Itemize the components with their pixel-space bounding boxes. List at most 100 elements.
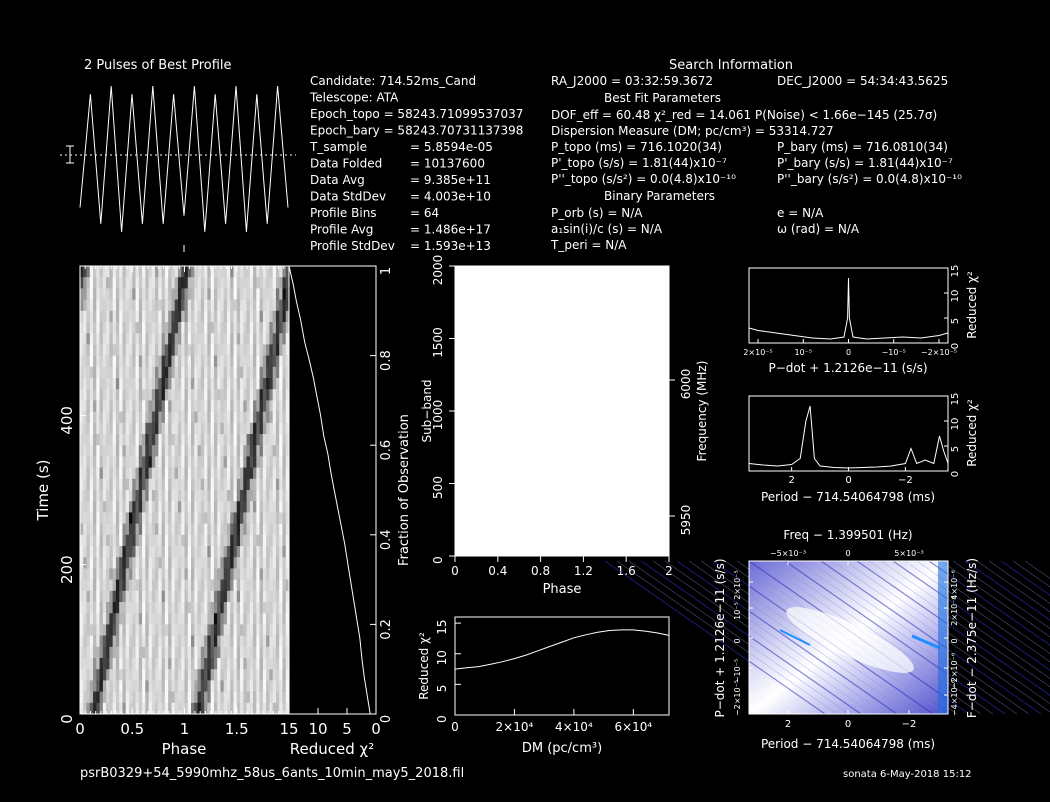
time-phase-cell bbox=[168, 456, 172, 468]
time-phase-cell bbox=[86, 568, 91, 580]
time-phase-cell bbox=[243, 389, 247, 401]
a1-value: a₁sin(i)/c (s) = N/A bbox=[551, 222, 663, 236]
time-phase-cell bbox=[275, 490, 280, 502]
time-phase-cell bbox=[125, 310, 130, 323]
info-label: Profile Avg bbox=[310, 223, 373, 237]
time-phase-cell bbox=[253, 557, 257, 569]
time-phase-cell bbox=[106, 400, 110, 412]
time-phase-cell bbox=[210, 658, 215, 670]
time-phase-cell bbox=[181, 579, 185, 592]
time-phase-cell bbox=[177, 646, 182, 659]
time-phase-cell bbox=[204, 366, 208, 379]
time-phase-cell bbox=[161, 445, 166, 457]
time-phase-cell bbox=[262, 613, 267, 625]
time-phase-cell bbox=[197, 624, 202, 636]
ppdot-contour-line bbox=[772, 560, 994, 715]
time-phase-cell bbox=[171, 635, 176, 648]
time-phase-cell bbox=[213, 277, 218, 289]
time-phase-cell bbox=[171, 378, 176, 390]
info-value: = 1.593e+13 bbox=[410, 239, 491, 253]
time-phase-cell bbox=[223, 467, 228, 480]
time-phase-cell bbox=[269, 355, 273, 368]
time-phase-cell bbox=[161, 702, 166, 715]
time-phase-cell bbox=[96, 490, 100, 502]
time-phase-cell bbox=[204, 680, 208, 692]
time-phase-cell bbox=[259, 288, 264, 300]
time-phase-cell bbox=[282, 501, 287, 513]
time-phase-cell bbox=[128, 355, 133, 368]
time-phase-cell bbox=[279, 333, 283, 345]
time-phase-cell bbox=[83, 669, 87, 681]
time-phase-cell bbox=[226, 534, 231, 547]
time-phase-cell bbox=[177, 355, 182, 368]
ppdot-streak bbox=[911, 634, 941, 650]
time-phase-cell bbox=[236, 624, 241, 636]
time-phase-cell bbox=[256, 310, 260, 323]
time-phase-cell bbox=[282, 546, 287, 558]
time-phase-cell bbox=[253, 266, 257, 278]
time-phase-cell bbox=[262, 434, 267, 446]
time-phase-cell bbox=[187, 624, 192, 636]
time-phase-cell bbox=[89, 299, 94, 312]
time-phase-cell bbox=[83, 478, 87, 491]
time-phase-cell bbox=[226, 646, 231, 659]
time-phase-cell bbox=[256, 288, 260, 300]
time-phase-cell bbox=[86, 613, 91, 625]
time-phase-cell bbox=[155, 523, 159, 536]
time-phase-cell bbox=[135, 691, 140, 704]
time-phase-cell bbox=[210, 478, 215, 491]
time-phase-cell bbox=[148, 400, 153, 412]
time-phase-cell bbox=[151, 478, 156, 491]
time-phase-cell bbox=[220, 490, 224, 502]
time-phase-cell bbox=[285, 277, 290, 289]
time-phase-cell bbox=[80, 299, 84, 312]
time-phase-cell bbox=[83, 366, 87, 379]
time-phase-cell bbox=[200, 546, 205, 558]
time-phase-cell bbox=[138, 378, 143, 390]
time-phase-cell bbox=[181, 568, 185, 580]
time-phase-cell bbox=[197, 277, 202, 289]
time-phase-cell bbox=[135, 266, 140, 278]
time-phase-cell bbox=[272, 624, 277, 636]
time-phase-cell bbox=[181, 523, 185, 536]
time-phase-cell bbox=[279, 467, 283, 480]
time-phase-cell bbox=[204, 702, 208, 715]
time-phase-cell bbox=[177, 310, 182, 323]
time-phase-cell bbox=[275, 411, 280, 424]
time-phase-cell bbox=[168, 266, 172, 278]
time-phase-cell bbox=[177, 389, 182, 401]
time-phase-cell bbox=[125, 579, 130, 592]
time-phase-cell bbox=[275, 333, 280, 345]
time-phase-cell bbox=[155, 299, 159, 312]
time-phase-cell bbox=[240, 411, 244, 424]
time-phase-cell bbox=[194, 669, 198, 681]
time-phase-cell bbox=[102, 602, 107, 614]
time-phase-cell bbox=[80, 579, 84, 592]
time-phase-cell bbox=[132, 490, 136, 502]
time-phase-cell bbox=[262, 389, 267, 401]
time-phase-cell bbox=[194, 310, 198, 323]
time-phase-cell bbox=[243, 355, 247, 368]
time-phase-cell bbox=[102, 467, 107, 480]
time-phase-cell bbox=[187, 467, 192, 480]
time-phase-cell bbox=[223, 277, 228, 289]
time-phase-cell bbox=[109, 590, 113, 603]
time-phase-cell bbox=[246, 534, 251, 547]
time-phase-cell bbox=[191, 434, 195, 446]
time-phase-cell bbox=[200, 568, 205, 580]
run-stamp: sonata 6-May-2018 15:12 bbox=[843, 769, 972, 780]
time-phase-cell bbox=[275, 669, 280, 681]
time-phase-cell bbox=[122, 590, 127, 603]
time-phase-cell bbox=[132, 590, 136, 603]
time-phase-cell bbox=[135, 635, 140, 648]
time-phase-cell bbox=[200, 590, 205, 603]
time-phase-cell bbox=[213, 344, 218, 356]
time-phase-cell bbox=[253, 422, 257, 435]
time-phase-cell bbox=[142, 422, 146, 435]
time-phase-cell bbox=[151, 635, 156, 648]
time-phase-cell bbox=[272, 680, 277, 692]
ppdot-ylabel: P−dot + 1.2126e−11 (s/s) bbox=[713, 558, 727, 717]
time-phase-cell bbox=[122, 422, 127, 435]
time-phase-cell bbox=[132, 299, 136, 312]
time-phase-cell bbox=[249, 602, 254, 614]
